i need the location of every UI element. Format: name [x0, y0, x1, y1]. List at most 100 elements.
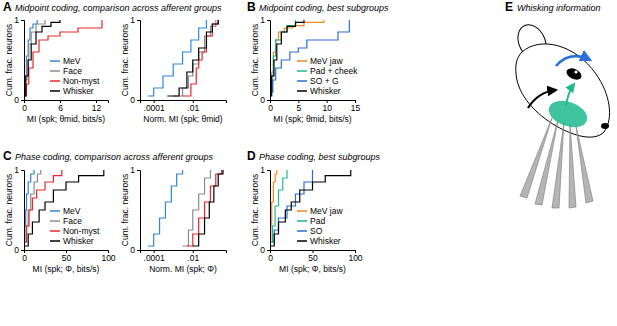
- x-tick: 50: [62, 250, 72, 263]
- x-tick: 12: [92, 100, 102, 113]
- legend-item: Face: [50, 66, 82, 76]
- y-tick-label: 1: [130, 15, 135, 25]
- legend-label: MeV jaw: [310, 206, 343, 216]
- y-tick-label: 0: [260, 245, 265, 255]
- legend-swatch: [50, 230, 60, 232]
- x-tick-label: 0: [22, 253, 27, 263]
- y-tick-mark: [267, 100, 270, 101]
- whisker-pad: [545, 96, 591, 132]
- panel-title: Phase coding, best subgroups: [259, 152, 381, 162]
- cdf-line: [193, 170, 223, 246]
- y-tick: 0: [260, 245, 270, 255]
- y-axis-title: Cum. frac. neurons: [120, 174, 130, 246]
- y-tick-label: 0: [14, 95, 19, 105]
- panel-letter: C: [3, 149, 12, 163]
- legend-swatch: [50, 80, 60, 82]
- x-tick-label: 0: [268, 103, 273, 113]
- y-tick-mark: [21, 20, 24, 21]
- y-tick-label: 1: [260, 15, 265, 25]
- y-tick-mark: [267, 20, 270, 21]
- legend-label: SO: [310, 226, 323, 236]
- legend-item: MeV jaw: [297, 206, 343, 216]
- legend-swatch: [297, 220, 307, 222]
- x-tick-label: 15: [351, 103, 361, 113]
- y-tick: 0: [260, 95, 270, 105]
- chart: 0 5 10 15 0 1 MI (spk; θmid, bits/s) Cum. frac.…: [250, 15, 360, 124]
- legend-label: Pad: [310, 216, 325, 226]
- legend-label: Pad + cheek: [310, 66, 358, 76]
- y-tick: 1: [130, 165, 140, 175]
- panel-title: Midpoint coding, best subgroups: [259, 3, 389, 13]
- y-axis-line: [21, 171, 25, 251]
- legend-swatch: [297, 230, 307, 232]
- x-axis-title: MI (spk; θmid, bits/s): [273, 114, 352, 124]
- mouse-nose: [601, 123, 609, 129]
- cdf-line: [148, 20, 207, 96]
- y-axis-title: Cum. frac. neurons: [250, 24, 260, 96]
- legend-item: Non-myst: [50, 76, 100, 86]
- cdf-line: [25, 170, 104, 246]
- x-tick-label: .0001: [144, 103, 166, 113]
- legend: MeVFaceNon-mystWhisker: [50, 56, 100, 96]
- whisker: [569, 124, 576, 208]
- legend-label: MeV jaw: [310, 56, 343, 66]
- legend-label: Whisker: [63, 236, 94, 246]
- legend-label: Face: [63, 216, 82, 226]
- cdf-line: [25, 20, 102, 96]
- y-tick-mark: [21, 250, 24, 251]
- y-tick-mark: [137, 20, 140, 21]
- mouse-eye: [565, 66, 584, 82]
- y-tick: 1: [260, 165, 270, 175]
- y-axis: 01: [130, 165, 140, 255]
- legend-swatch: [50, 220, 60, 222]
- x-tick: .0001: [144, 250, 166, 263]
- green-arrow: [566, 84, 574, 106]
- cdf-line: [24, 20, 60, 96]
- legend: MeV jawPad + cheekSO + GWhisker: [297, 56, 358, 96]
- figure: AMidpoint coding, comparison across affe…: [0, 0, 617, 326]
- legend-item: Whisker: [50, 86, 94, 96]
- black-arrow: [528, 90, 556, 108]
- mouse-head: [516, 44, 610, 137]
- x-axis: .0001.01: [141, 250, 227, 263]
- y-axis-title: Cum. frac. neurons: [120, 24, 130, 96]
- panel-title: Whisking information: [517, 3, 601, 13]
- legend-swatch: [50, 90, 60, 92]
- x-tick: 10: [322, 100, 332, 113]
- x-tick-label: 50: [62, 253, 72, 263]
- y-axis: 01: [260, 165, 270, 255]
- y-tick-label: 0: [130, 245, 135, 255]
- cdf-line: [272, 170, 313, 242]
- x-axis-title: MI (spk; Φ, bits/s): [279, 264, 346, 274]
- y-tick: 1: [260, 15, 270, 25]
- panel-letter: D: [247, 149, 256, 163]
- plot-area: [270, 170, 350, 246]
- x-tick: 50: [308, 250, 318, 263]
- panel-letter: E: [505, 0, 513, 14]
- plot-area: [24, 20, 102, 96]
- x-tick: 6: [58, 100, 63, 113]
- legend-swatch: [297, 90, 307, 92]
- x-tick: 0: [22, 100, 27, 113]
- y-axis-line: [137, 171, 141, 251]
- chart: 05010001MI (spk; Φ, bits/s)Cum. frac. ne…: [4, 165, 116, 274]
- x-tick: 100: [348, 250, 362, 263]
- x-tick-label: 0: [22, 103, 27, 113]
- y-tick-label: 1: [14, 15, 19, 25]
- x-tick-label: 5: [296, 103, 301, 113]
- chart: .0001.0101Norm. MI (spk; Φ)Cum. frac. ne…: [120, 165, 227, 274]
- y-tick: 0: [130, 95, 140, 105]
- legend: MeVFaceNon-mystWhisker: [50, 206, 100, 246]
- y-tick: 0: [130, 245, 140, 255]
- y-tick-label: 1: [260, 165, 265, 175]
- y-tick: 1: [14, 15, 24, 25]
- x-axis-title: Norm. MI (spk; Φ): [149, 264, 217, 274]
- y-tick-mark: [137, 100, 140, 101]
- x-tick-label: 100: [101, 253, 115, 263]
- x-tick-label: 12: [92, 103, 102, 113]
- legend-item: Whisker: [50, 236, 94, 246]
- x-axis-title: MI (spk; θmid, bits/s): [27, 114, 106, 124]
- legend-label: MeV: [63, 206, 81, 216]
- chart: .0001.0101Norm. MI (spk; θmid)Cum. frac.…: [120, 15, 227, 124]
- whisking-illustration: [513, 20, 610, 208]
